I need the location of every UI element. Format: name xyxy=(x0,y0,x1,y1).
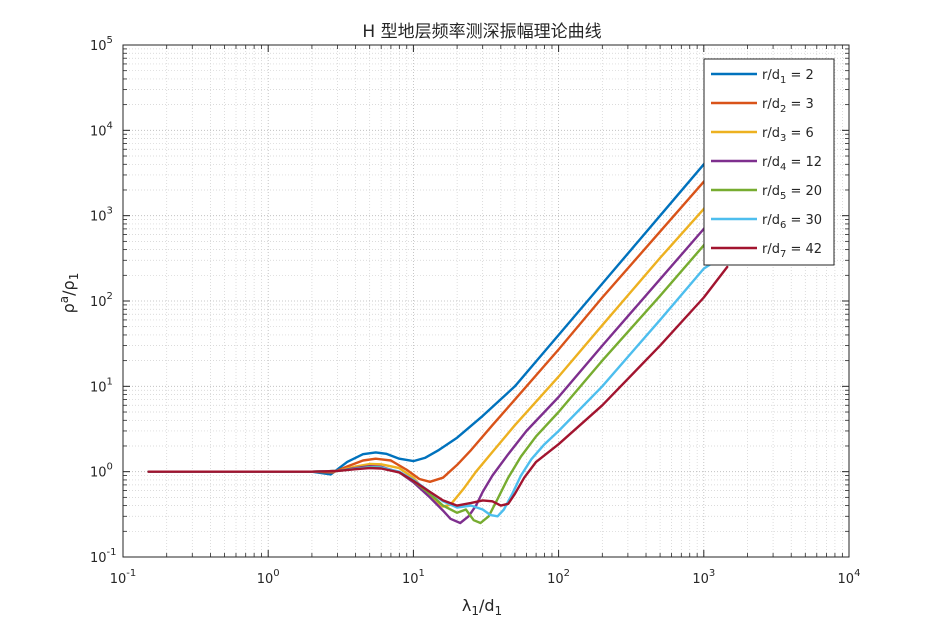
x-tick-base: 10 xyxy=(257,572,274,587)
legend-label-sub: 4 xyxy=(780,162,786,173)
legend-label-sub: 6 xyxy=(780,220,786,231)
x-tick-exponent: 3 xyxy=(709,568,715,579)
legend-label-rest: = 3 xyxy=(786,97,813,112)
y-axis-label-sub: 1 xyxy=(67,273,81,281)
x-tick-label: 100 xyxy=(257,568,280,587)
y-tick-base: 10 xyxy=(90,466,107,481)
x-axis-label-sub2: 1 xyxy=(495,604,503,618)
legend-label-6: r/d6 = 30 xyxy=(762,213,822,231)
legend-label-4: r/d4 = 12 xyxy=(762,155,822,173)
x-tick-exponent: 1 xyxy=(418,568,424,579)
y-tick-base: 10 xyxy=(90,39,107,54)
x-axis-label-main: λ xyxy=(462,596,471,615)
y-tick-exponent: 3 xyxy=(107,206,113,217)
y-tick-label: 101 xyxy=(90,376,113,395)
y-tick-base: 10 xyxy=(90,380,107,395)
x-axis-label-slash: /d xyxy=(479,596,495,615)
legend-label-rest: = 12 xyxy=(786,155,822,170)
legend-label-rest: = 20 xyxy=(786,184,822,199)
y-axis-label-sup: a xyxy=(57,296,71,303)
y-tick-exponent: 2 xyxy=(107,291,113,302)
y-axis-label: ρa/ρ1 xyxy=(57,273,81,314)
y-tick-base: 10 xyxy=(90,210,107,225)
legend-label-sub: 2 xyxy=(780,104,786,115)
y-tick-label: 10-1 xyxy=(90,547,117,566)
x-tick-label: 102 xyxy=(547,568,570,587)
y-tick-exponent: -1 xyxy=(107,547,117,558)
legend-label-rest: = 2 xyxy=(786,68,813,83)
legend-label-main: r/d xyxy=(762,155,780,170)
y-tick-base: 10 xyxy=(90,295,107,310)
x-tick-base: 10 xyxy=(110,572,127,587)
x-axis-label: λ1/d1 xyxy=(462,596,502,618)
legend-label-sub: 3 xyxy=(780,133,786,144)
legend-label-rest: = 6 xyxy=(786,126,813,141)
x-tick-base: 10 xyxy=(402,572,419,587)
y-tick-label: 102 xyxy=(90,291,113,310)
x-tick-base: 10 xyxy=(692,572,709,587)
x-tick-exponent: 0 xyxy=(273,568,279,579)
x-tick-base: 10 xyxy=(547,572,564,587)
axis-ticks xyxy=(122,44,850,558)
legend-label-3: r/d3 = 6 xyxy=(762,126,814,144)
legend-label-rest: = 42 xyxy=(786,242,822,257)
legend-label-main: r/d xyxy=(762,68,780,83)
y-tick-base: 10 xyxy=(90,551,107,566)
series-line-7 xyxy=(147,265,729,507)
y-axis-label-slash: /ρ xyxy=(59,280,78,296)
y-axis-label-main: ρ xyxy=(59,303,78,313)
legend-label-main: r/d xyxy=(762,126,780,141)
x-tick-labels: 10-1 100 101 102 103 104 xyxy=(110,568,861,587)
y-tick-exponent: 1 xyxy=(107,376,113,387)
y-tick-label: 104 xyxy=(90,120,113,139)
legend-label-main: r/d xyxy=(762,242,780,257)
legend-label-rest: = 30 xyxy=(786,213,822,228)
x-axis-label-sub1: 1 xyxy=(471,604,479,618)
legend-label-7: r/d7 = 42 xyxy=(762,242,822,260)
y-tick-exponent: 5 xyxy=(107,35,113,46)
x-tick-label: 101 xyxy=(402,568,425,587)
y-tick-exponent: 4 xyxy=(107,120,113,131)
y-tick-label: 105 xyxy=(90,35,113,54)
y-tick-label: 103 xyxy=(90,206,113,225)
chart-title: H 型地层频率测深振幅理论曲线 xyxy=(362,22,601,42)
legend-label-sub: 1 xyxy=(780,75,786,86)
legend-label-main: r/d xyxy=(762,97,780,112)
legend-label-main: r/d xyxy=(762,213,780,228)
legend-label-sub: 7 xyxy=(780,249,786,260)
y-tick-exponent: 0 xyxy=(107,462,113,473)
legend-label-sub: 5 xyxy=(780,191,786,202)
series-layer xyxy=(147,148,729,525)
x-tick-exponent: 4 xyxy=(854,568,860,579)
legend: r/d1 = 2r/d2 = 3r/d3 = 6r/d4 = 12r/d5 = … xyxy=(703,58,835,266)
x-tick-base: 10 xyxy=(838,572,855,587)
y-tick-base: 10 xyxy=(90,124,107,139)
legend-label-1: r/d1 = 2 xyxy=(762,68,814,86)
x-tick-label: 103 xyxy=(692,568,715,587)
legend-label-main: r/d xyxy=(762,184,780,199)
y-tick-label: 100 xyxy=(90,462,113,481)
x-tick-label: 104 xyxy=(838,568,861,587)
x-tick-exponent: -1 xyxy=(126,568,136,579)
x-tick-label: 10-1 xyxy=(110,568,137,587)
legend-label-5: r/d5 = 20 xyxy=(762,184,822,202)
x-tick-exponent: 2 xyxy=(564,568,570,579)
legend-label-2: r/d2 = 3 xyxy=(762,97,814,115)
